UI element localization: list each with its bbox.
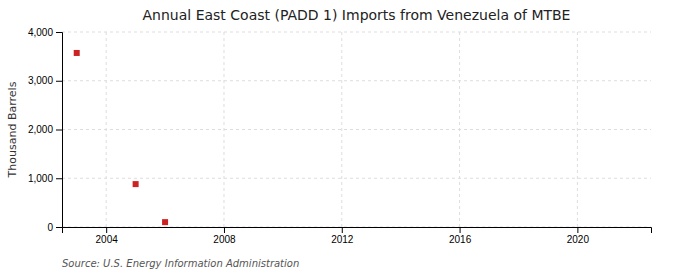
tick-label: 2008 xyxy=(213,234,236,245)
tick: 2012 xyxy=(331,227,354,245)
tick-mark xyxy=(56,81,62,82)
tick: 1,000 xyxy=(28,173,62,184)
marks xyxy=(74,50,168,225)
grid-line xyxy=(341,32,342,227)
tick-mark xyxy=(56,32,62,33)
y-axis-label: Thousand Barrels xyxy=(6,81,19,178)
tick: 0 xyxy=(47,222,62,233)
tick-label: 2004 xyxy=(96,234,119,245)
tick-mark xyxy=(577,227,578,233)
point xyxy=(133,181,139,187)
grid-line xyxy=(62,80,651,81)
point xyxy=(74,50,80,56)
point xyxy=(162,219,168,225)
grid-line xyxy=(577,32,578,227)
tick-mark xyxy=(224,227,225,233)
grid-line xyxy=(106,32,107,227)
tick-label: 1,000 xyxy=(28,173,53,184)
tick: 2020 xyxy=(567,227,590,245)
grid xyxy=(62,32,651,227)
tick-label: 3,000 xyxy=(28,75,53,86)
grid-line xyxy=(62,32,651,33)
grid-line xyxy=(62,129,651,130)
y-axis: 0 1,000 2,000 3,000 4,000 xyxy=(28,27,63,233)
tick-mark xyxy=(56,130,62,131)
tick: 2016 xyxy=(449,227,472,245)
tick-mark xyxy=(56,227,62,228)
axis-line xyxy=(63,228,652,234)
tick-mark xyxy=(106,227,107,233)
tick: 2004 xyxy=(96,227,119,245)
tick-label: 0 xyxy=(47,222,53,233)
tick-label: 2012 xyxy=(331,234,354,245)
tick: 3,000 xyxy=(28,75,62,86)
tick: 4,000 xyxy=(28,27,62,38)
chart: 2004 2008 2012 2016 2020 0 1,000 2,000 3,000 4,00… xyxy=(0,0,675,275)
title: Annual East Coast (PADD 1) Imports from … xyxy=(143,7,571,23)
tick-label: 2,000 xyxy=(28,124,53,135)
tick-label: 4,000 xyxy=(28,27,53,38)
grid-line xyxy=(459,32,460,227)
tick-label: 2020 xyxy=(567,234,590,245)
plot: 2004 2008 2012 2016 2020 0 1,000 2,000 3,000 4,00… xyxy=(28,27,652,245)
tick-label: 2016 xyxy=(449,234,472,245)
tick-mark xyxy=(460,227,461,233)
axis-line xyxy=(56,33,63,228)
grid-line xyxy=(223,32,224,227)
tick: 2,000 xyxy=(28,124,62,135)
tick: 2008 xyxy=(213,227,236,245)
source-note: Source: U.S. Energy Information Administ… xyxy=(62,258,299,269)
tick-mark xyxy=(342,227,343,233)
tick-mark xyxy=(56,178,62,179)
x-axis: 2004 2008 2012 2016 2020 xyxy=(63,227,652,245)
grid-line xyxy=(62,178,651,179)
